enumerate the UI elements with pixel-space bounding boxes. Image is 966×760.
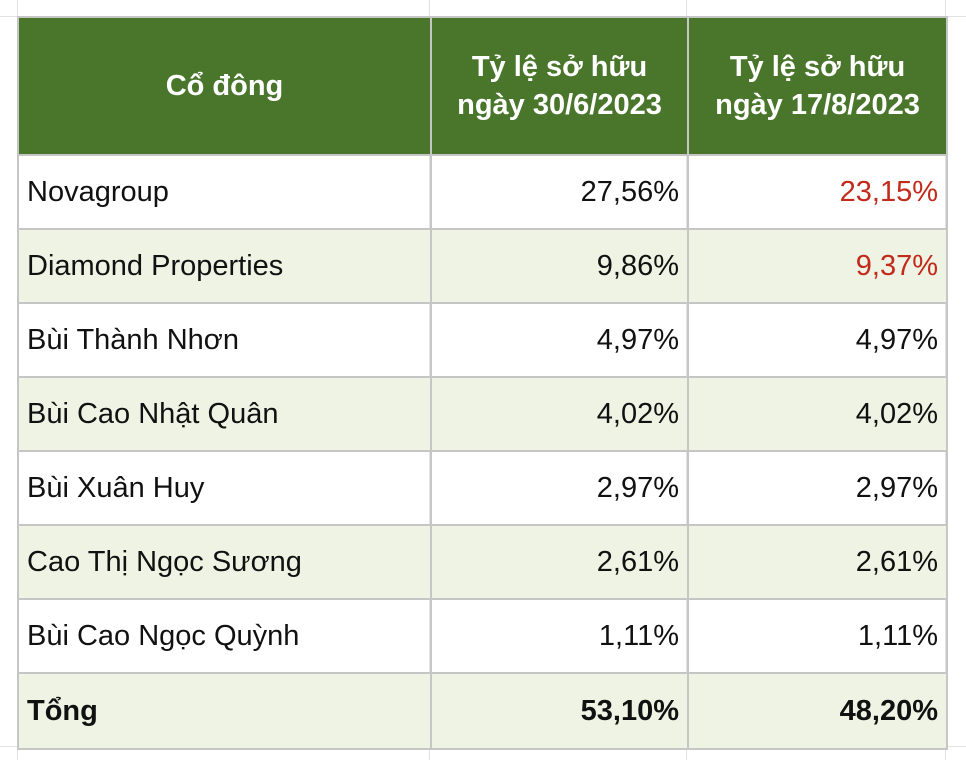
shareholder-name-cell[interactable]: Bùi Xuân Huy bbox=[17, 450, 432, 526]
ratio-0630-cell[interactable]: 4,02% bbox=[430, 376, 689, 452]
table-row: Diamond Properties 9,86% 9,37% bbox=[17, 228, 948, 304]
ratio-0630-cell[interactable]: 4,97% bbox=[430, 302, 689, 378]
ratio-0630-cell[interactable]: 2,97% bbox=[430, 450, 689, 526]
shareholder-name-cell[interactable]: Cao Thị Ngọc Sương bbox=[17, 524, 432, 600]
table-row: Bùi Thành Nhơn 4,97% 4,97% bbox=[17, 302, 948, 378]
header-ratio-0817-line1: Tỷ lệ sở hữu bbox=[729, 51, 906, 83]
ratio-0817-cell[interactable]: 9,37% bbox=[687, 228, 948, 304]
ratio-0817-cell[interactable]: 1,11% bbox=[687, 598, 948, 674]
ratio-0630-cell[interactable]: 2,61% bbox=[430, 524, 689, 600]
header-ratio-0630-line2: ngày 30/6/2023 bbox=[457, 89, 662, 121]
shareholder-table: Cổ đông Tỷ lệ sở hữu ngày 30/6/2023 Tỷ l… bbox=[17, 16, 948, 750]
total-ratio-0817-cell[interactable]: 48,20% bbox=[687, 672, 948, 750]
table-row: Bùi Cao Nhật Quân 4,02% 4,02% bbox=[17, 376, 948, 452]
header-ratio-0817[interactable]: Tỷ lệ sở hữu ngày 17/8/2023 bbox=[687, 16, 948, 156]
table-row: Novagroup 27,56% 23,15% bbox=[17, 154, 948, 230]
table-row: Bùi Xuân Huy 2,97% 2,97% bbox=[17, 450, 948, 526]
shareholder-name-cell[interactable]: Bùi Thành Nhơn bbox=[17, 302, 432, 378]
total-row: Tổng 53,10% 48,20% bbox=[17, 672, 948, 750]
shareholder-name-cell[interactable]: Bùi Cao Nhật Quân bbox=[17, 376, 432, 452]
ratio-0817-cell[interactable]: 4,97% bbox=[687, 302, 948, 378]
total-ratio-0630-cell[interactable]: 53,10% bbox=[430, 672, 689, 750]
ratio-0817-cell[interactable]: 4,02% bbox=[687, 376, 948, 452]
total-label-cell[interactable]: Tổng bbox=[17, 672, 432, 750]
ratio-0817-cell[interactable]: 23,15% bbox=[687, 154, 948, 230]
ratio-0630-cell[interactable]: 27,56% bbox=[430, 154, 689, 230]
ratio-0630-cell[interactable]: 9,86% bbox=[430, 228, 689, 304]
table-row: Bùi Cao Ngọc Quỳnh 1,11% 1,11% bbox=[17, 598, 948, 674]
header-row: Cổ đông Tỷ lệ sở hữu ngày 30/6/2023 Tỷ l… bbox=[17, 16, 948, 156]
table-row: Cao Thị Ngọc Sương 2,61% 2,61% bbox=[17, 524, 948, 600]
shareholder-name-cell[interactable]: Novagroup bbox=[17, 154, 432, 230]
shareholder-name-cell[interactable]: Bùi Cao Ngọc Quỳnh bbox=[17, 598, 432, 674]
header-ratio-0630-line1: Tỷ lệ sở hữu bbox=[471, 51, 648, 83]
header-ratio-0817-line2: ngày 17/8/2023 bbox=[715, 89, 920, 121]
header-ratio-0630[interactable]: Tỷ lệ sở hữu ngày 30/6/2023 bbox=[430, 16, 689, 156]
ratio-0817-cell[interactable]: 2,61% bbox=[687, 524, 948, 600]
ratio-0630-cell[interactable]: 1,11% bbox=[430, 598, 689, 674]
header-shareholder[interactable]: Cổ đông bbox=[17, 16, 432, 156]
ratio-0817-cell[interactable]: 2,97% bbox=[687, 450, 948, 526]
shareholder-name-cell[interactable]: Diamond Properties bbox=[17, 228, 432, 304]
